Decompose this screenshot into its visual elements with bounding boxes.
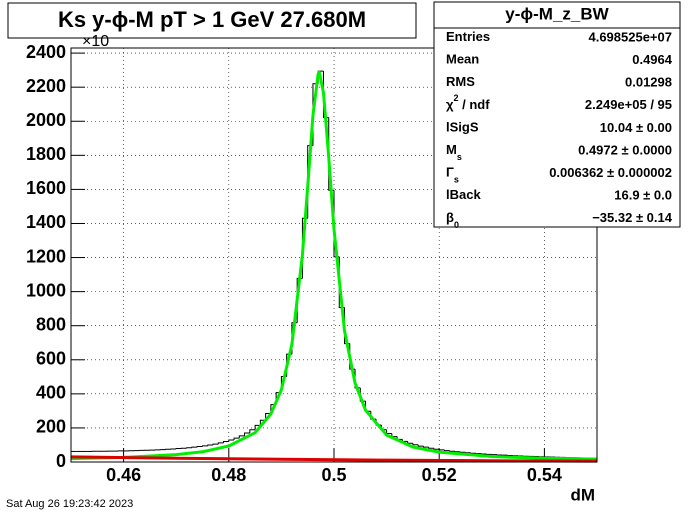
histogram-bin — [470, 452, 477, 454]
x-tick-label: 0.46 — [106, 465, 141, 485]
histogram-bin — [249, 429, 256, 434]
histogram-bin — [202, 445, 208, 447]
histogram-bin — [207, 444, 214, 446]
histogram-bin — [212, 443, 219, 445]
histogram-bin — [217, 442, 224, 445]
y-tick-label: 0 — [56, 451, 66, 471]
histogram-bin — [233, 437, 240, 441]
stats-label: lSigS — [446, 120, 479, 135]
x-axis-label: dM — [570, 485, 595, 504]
histogram-bin — [175, 448, 182, 450]
date-stamp: Sat Aug 26 19:23:42 2023 — [6, 498, 133, 510]
stats-value: 0.006362 ± 0.000002 — [549, 165, 672, 180]
y-tick-label: 2000 — [26, 110, 66, 130]
stats-value: 4.698525e+07 — [588, 29, 672, 44]
histogram-bin — [359, 387, 366, 402]
stats-value: 16.9 ± 0.0 — [614, 188, 672, 203]
y-tick-label: 1200 — [26, 246, 66, 266]
histogram-bin — [459, 451, 466, 453]
y-tick-label: 400 — [36, 383, 66, 403]
histogram-bin — [191, 446, 198, 448]
stats-value: 2.249e+05 / 95 — [585, 97, 672, 112]
stats-label: Ms — [446, 142, 462, 162]
histogram-bin — [422, 446, 429, 448]
stats-label-text: RMS — [446, 75, 475, 90]
histogram-bin — [196, 445, 203, 448]
x-tick-label: 0.5 — [321, 465, 346, 485]
stats-label-sub: s — [454, 175, 459, 185]
y-tick-label: 2200 — [26, 76, 66, 96]
stats-label-text: lBack — [446, 188, 481, 203]
stats-label-sub: s — [457, 152, 462, 162]
stats-value: −35.32 ± 0.14 — [592, 210, 673, 225]
stats-label-text: Entries — [446, 29, 490, 44]
stats-value: 0.01298 — [625, 75, 672, 90]
fit-curve — [70, 70, 598, 461]
stats-label-text: χ — [446, 97, 454, 112]
y-multiplier: ×10 — [82, 33, 109, 50]
y-tick-label: 600 — [36, 349, 66, 369]
histogram-bin — [244, 432, 250, 436]
x-tick-label: 0.52 — [422, 465, 457, 485]
stats-label: β0 — [446, 210, 459, 230]
stats-label-text: lSigS — [446, 120, 479, 135]
stats-label: Entries — [446, 29, 490, 44]
y-tick-label: 800 — [36, 314, 66, 334]
title-box — [7, 2, 417, 39]
histogram-bin — [428, 447, 434, 449]
y-tick-label: 1600 — [26, 178, 66, 198]
histogram-bin — [228, 439, 235, 442]
y-tick-label: 1400 — [26, 212, 66, 232]
stats-value: 0.4972 ± 0.0000 — [578, 142, 672, 157]
histogram-bin — [238, 435, 245, 439]
histogram-bin — [433, 448, 440, 450]
stats-title: y-ϕ-M_z_BW — [505, 4, 609, 23]
stats-label-text: Mean — [446, 52, 479, 67]
histogram-bin — [454, 451, 461, 453]
stats-label-text: / ndf — [459, 97, 491, 112]
stats-label: RMS — [446, 75, 475, 90]
histogram-bin — [186, 447, 192, 449]
stats-label: Mean — [446, 52, 479, 67]
histogram-bin — [438, 449, 445, 451]
histogram-bin — [254, 424, 261, 430]
chart-title: Ks y-ϕ-M pT > 1 GeV 27.680M — [58, 7, 366, 32]
histogram-bin — [449, 450, 455, 452]
x-tick-label: 0.54 — [527, 465, 562, 485]
stats-label-sup: 2 — [453, 93, 458, 103]
stats-label-text: β — [446, 210, 454, 225]
y-tick-label: 200 — [36, 417, 66, 437]
stats-label-sub: 0 — [454, 220, 459, 230]
histogram-bin — [465, 452, 471, 454]
fit-curve — [70, 455, 598, 463]
stats-box — [433, 1, 681, 228]
stats-label: χ2 / ndf — [446, 93, 490, 112]
y-tick-label: 1000 — [26, 280, 66, 300]
plot-border — [70, 47, 598, 463]
stats-label-text: M — [446, 142, 457, 157]
x-tick-label: 0.48 — [211, 465, 246, 485]
y-tick-label: 1800 — [26, 144, 66, 164]
histogram-bin — [223, 441, 229, 443]
y-tick-label: 2400 — [26, 42, 66, 62]
stats-label-text: Γ — [446, 165, 454, 180]
histogram-bin — [412, 443, 419, 446]
stats-value: 10.04 ± 0.00 — [600, 120, 672, 135]
histogram-bin — [443, 449, 450, 452]
stats-value: 0.4964 — [632, 52, 673, 67]
stats-label: Γs — [446, 165, 459, 185]
stats-label: lBack — [446, 188, 481, 203]
histogram-bin — [417, 444, 424, 447]
